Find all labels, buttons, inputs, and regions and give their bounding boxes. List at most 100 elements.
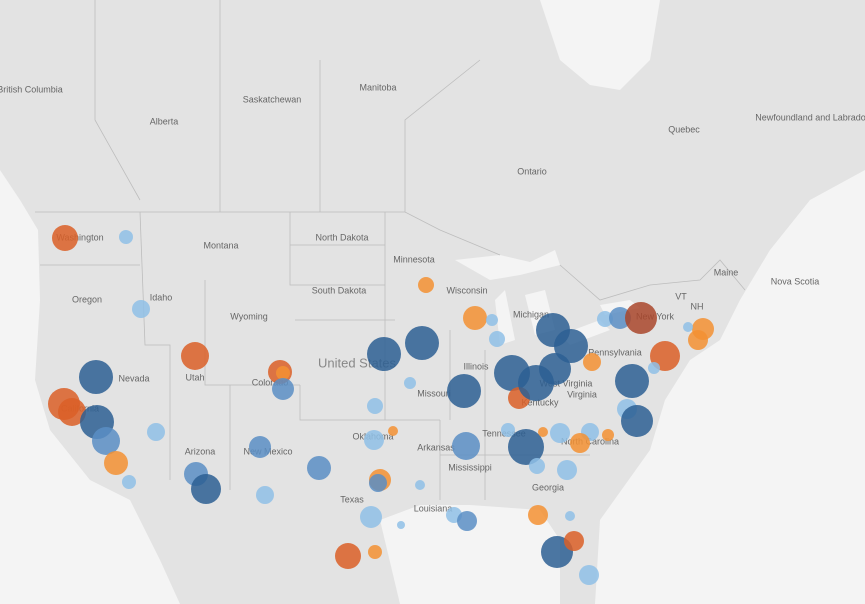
place-label: Missouri <box>417 388 451 398</box>
bubble <box>119 230 133 244</box>
place-label: Texas <box>340 494 364 504</box>
bubble <box>554 329 588 363</box>
bubble <box>249 436 271 458</box>
place-label: North Carolina <box>561 436 619 446</box>
bubble <box>539 353 571 385</box>
bubble <box>528 505 548 525</box>
bubble <box>367 337 401 371</box>
bubble <box>579 565 599 585</box>
bubble <box>415 480 425 490</box>
place-label: Wisconsin <box>446 285 487 295</box>
place-label: Saskatchewan <box>243 94 302 104</box>
place-label: Quebec <box>668 124 700 134</box>
bubble <box>508 429 544 465</box>
bubble <box>397 521 405 529</box>
place-label: Montana <box>203 240 238 250</box>
bubble <box>648 362 660 374</box>
bubble <box>368 545 382 559</box>
bubble <box>52 225 78 251</box>
bubble <box>256 486 274 504</box>
gulf-of-mexico <box>380 505 560 604</box>
bubble <box>621 405 653 437</box>
place-label: Oregon <box>72 294 102 304</box>
bubble <box>683 322 693 332</box>
bubble <box>457 511 477 531</box>
place-label: Alberta <box>150 116 179 126</box>
atlantic-ocean <box>595 170 865 604</box>
bubble <box>276 366 290 380</box>
place-label: Arkansas <box>417 442 455 452</box>
place-label: Manitoba <box>359 82 396 92</box>
place-label: British Columbia <box>0 84 63 94</box>
great-lakes <box>455 250 640 345</box>
bubble <box>557 460 577 480</box>
place-label: Utah <box>185 372 204 382</box>
bubble <box>625 302 657 334</box>
bubble <box>489 331 505 347</box>
place-label: Wyoming <box>230 311 267 321</box>
place-label: Nevada <box>118 373 149 383</box>
bubble <box>360 506 382 528</box>
bubble <box>463 306 487 330</box>
place-label: Georgia <box>532 482 564 492</box>
bubble <box>501 423 515 437</box>
bubble <box>369 474 387 492</box>
bubble <box>583 353 601 371</box>
bubble <box>452 432 480 460</box>
bubble <box>418 277 434 293</box>
bubble <box>615 364 649 398</box>
bubble <box>405 326 439 360</box>
place-label: Newfoundland and Labrador <box>755 112 865 122</box>
place-label: Kentucky <box>521 397 559 407</box>
place-label: NH <box>691 301 704 311</box>
place-label: Virginia <box>567 389 597 399</box>
bubble <box>609 307 631 329</box>
bubble <box>447 374 481 408</box>
bubble <box>367 398 383 414</box>
place-label: Michigan <box>513 309 549 319</box>
bubble <box>58 398 86 426</box>
bubble <box>529 458 545 474</box>
bubble <box>272 378 294 400</box>
place-label: North Dakota <box>315 232 368 242</box>
place-label: Colorado <box>252 377 289 387</box>
bubble <box>538 427 548 437</box>
place-label: Pennsylvania <box>588 347 642 357</box>
bubble <box>181 342 209 370</box>
country-border <box>35 0 746 301</box>
bubble <box>104 451 128 475</box>
bubble <box>565 511 575 521</box>
bubble <box>597 311 613 327</box>
hudson-bay <box>540 0 660 90</box>
bubbles <box>48 225 714 585</box>
bubble <box>550 423 570 443</box>
bubble <box>79 360 113 394</box>
place-label: Arizona <box>185 446 216 456</box>
place-label: Louisiana <box>414 503 453 513</box>
bubble <box>307 456 331 480</box>
bubble <box>564 531 584 551</box>
bubble <box>388 426 398 436</box>
pacific-ocean <box>0 170 180 604</box>
place-label: Maine <box>714 267 739 277</box>
place-label: South Dakota <box>312 285 367 295</box>
place-label: Illinois <box>463 361 489 371</box>
state-border <box>40 211 590 500</box>
place-label: Mississippi <box>448 462 492 472</box>
place-label: Ontario <box>517 166 547 176</box>
place-label: Nova Scotia <box>771 276 820 286</box>
bubble <box>335 543 361 569</box>
bubble <box>692 318 714 340</box>
bubble <box>92 427 120 455</box>
bubble <box>132 300 150 318</box>
place-label: VT <box>675 291 687 301</box>
place-label: Idaho <box>150 292 173 302</box>
bubble <box>486 314 498 326</box>
place-label: Washington <box>56 232 103 242</box>
place-label: West Virginia <box>540 378 593 388</box>
bubble <box>570 433 590 453</box>
bubble <box>364 430 384 450</box>
bubble <box>602 429 614 441</box>
